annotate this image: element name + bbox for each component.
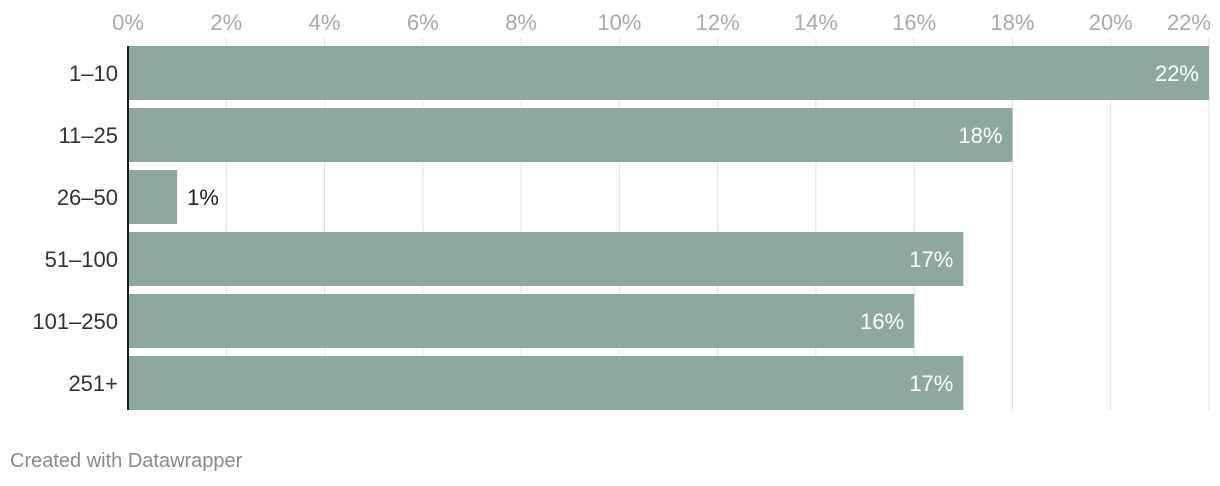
bar-value-label: 18% (958, 123, 1002, 148)
x-tick-label: 10% (597, 10, 641, 35)
bar (128, 108, 1013, 162)
bar (128, 170, 178, 224)
category-label: 11–25 (58, 123, 118, 148)
x-tick-label: 22% (1167, 10, 1211, 35)
bar-value-label: 1% (187, 185, 219, 210)
bar-chart: 0% 2% 4% 6% 8% 10% 12% 14% 16% 18% 20% 22% 1–10 22% 11… (32, 10, 1211, 410)
x-tick-label: 16% (892, 10, 936, 35)
bar (128, 46, 1209, 100)
x-tick-label: 18% (990, 10, 1034, 35)
category-label: 51–100 (45, 247, 118, 272)
x-tick-label: 4% (309, 10, 341, 35)
x-tick-label: 20% (1089, 10, 1133, 35)
category-label: 101–250 (32, 309, 118, 334)
bar (128, 232, 964, 286)
bar-value-label: 16% (860, 309, 904, 334)
category-label: 1–10 (69, 61, 118, 86)
bar-value-label: 17% (909, 371, 953, 396)
category-label: 26–50 (57, 185, 118, 210)
bar-value-label: 17% (909, 247, 953, 272)
category-label: 251+ (68, 371, 118, 396)
x-tick-label: 14% (794, 10, 838, 35)
footer-credit: Created with Datawrapper (10, 450, 243, 472)
x-tick-label: 6% (407, 10, 439, 35)
bar (128, 294, 915, 348)
bar (128, 356, 964, 410)
x-tick-label: 12% (696, 10, 740, 35)
x-tick-label: 8% (505, 10, 537, 35)
x-tick-label: 0% (112, 10, 144, 35)
x-tick-label: 2% (210, 10, 242, 35)
bar-value-label: 22% (1155, 61, 1199, 86)
